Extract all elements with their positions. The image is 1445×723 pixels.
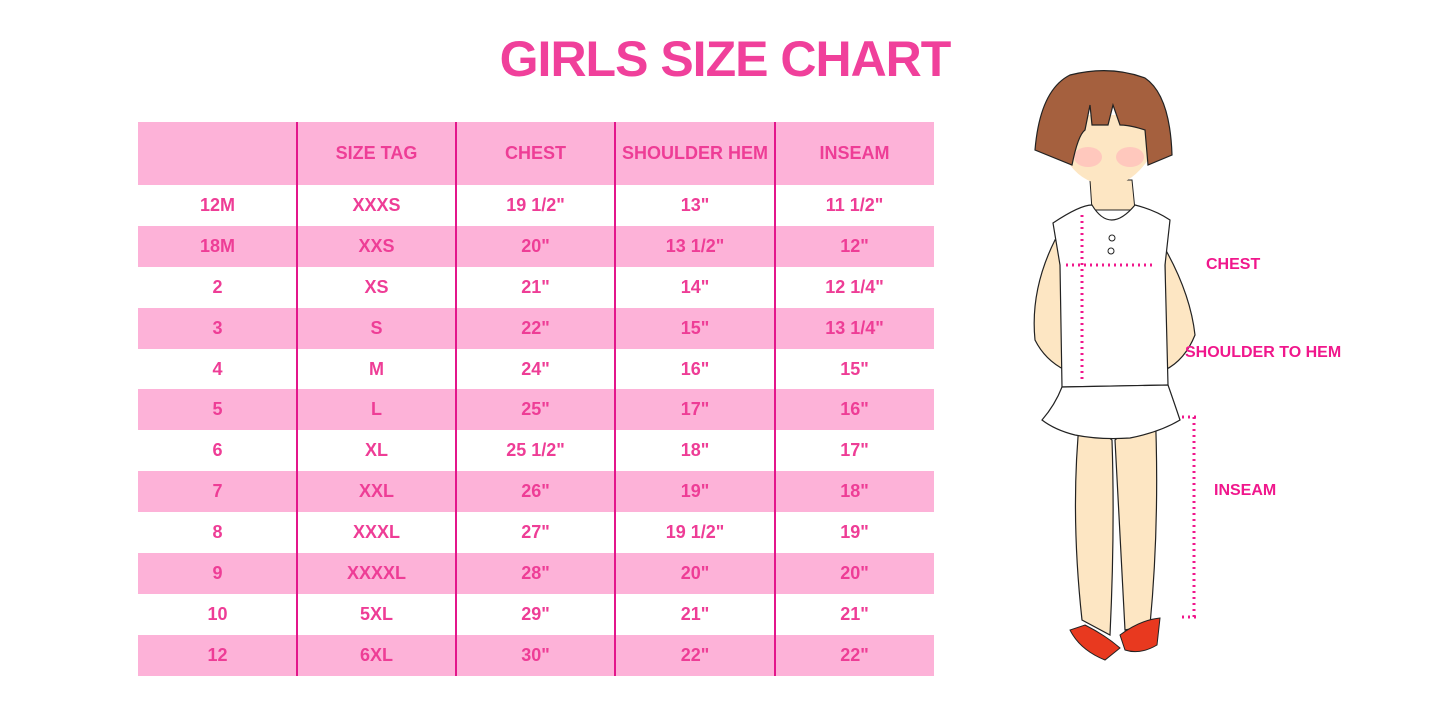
table-cell: 19 1/2" [665,522,725,543]
table-cell: 18" [680,440,710,461]
table-cell: 25" [521,399,550,420]
table-row: 4 M 24" 16" 15" [138,349,934,390]
table-cell: 13 1/2" [665,235,725,256]
table-row: 10 5XL 29" 21" 21" [138,594,934,635]
table-cell: 6 [212,440,223,461]
table-cell: XXL [358,481,394,502]
table-cell: 12 [207,644,228,665]
table-cell: 21" [680,603,710,624]
table-cell: 13" [680,194,710,215]
table-cell: 21" [521,276,550,297]
table-cell: 3 [212,317,223,338]
table-cell: 27" [521,522,550,543]
table-cell: 15" [840,358,869,379]
table-cell: 17" [680,399,710,420]
table-cell: 18" [840,481,869,502]
table-cell: 4 [212,358,223,379]
table-cell: 10 [207,603,228,624]
table-row: 6 XL 25 1/2" 18" 17" [138,430,934,471]
table-row: 12M XXXS 19 1/2" 13" 11 1/2" [138,185,934,226]
header-cell: SIZE TAG [335,143,418,163]
column-divider [774,122,776,676]
table-cell: 19 1/2" [506,194,565,215]
header-cell: CHEST [504,143,566,163]
table-row: 12 6XL 30" 22" 22" [138,634,934,676]
header-cell [138,122,297,185]
table-cell: 6XL [359,644,393,665]
chest-label: CHEST [1206,256,1261,273]
inseam-label: INSEAM [1214,482,1277,499]
table-row: 3 S 22" 15" 13 1/4" [138,307,934,349]
table-cell: 20" [521,235,550,256]
table-cell: 16" [680,358,710,379]
table-cell: 24" [521,358,550,379]
header-cell: SHOULDER HEM [621,143,768,163]
table-cell: 2 [212,276,223,297]
table-cell: 25 1/2" [506,440,565,461]
table-row: 18M XXS 20" 13 1/2" 12" [138,225,934,267]
shoulder-to-hem-label: SHOULDER TO HEM [1185,344,1342,361]
table-cell: 26" [521,481,550,502]
table-cell: 8 [212,522,223,543]
header-cell: INSEAM [819,143,890,163]
table-cell: 21" [840,603,869,624]
table-row: 2 XS 21" 14" 12 1/4" [138,267,934,308]
table-cell: 22" [840,644,869,665]
table-cell: 14" [680,276,710,297]
table-cell: 30" [521,644,550,665]
table-cell: 13 1/4" [825,317,884,338]
table-cell: 22" [521,317,550,338]
measurement-illustration: CHEST SHOULDER TO HEM INSEAM [1020,60,1380,680]
column-divider [455,122,457,676]
table-header-row: SIZE TAG CHEST SHOULDER HEM INSEAM [138,122,934,185]
table-cell: 17" [840,440,869,461]
table-row: 8 XXXL 27" 19 1/2" 19" [138,512,934,553]
table-cell: 18M [199,235,235,256]
table-cell: 19" [680,481,710,502]
table-cell: 19" [840,522,869,543]
table-cell: XL [364,440,388,461]
table-row: 7 XXL 26" 19" 18" [138,471,934,513]
table-cell: 22" [680,644,710,665]
column-divider [614,122,616,676]
table-cell: XXXL [352,522,400,543]
table-cell: 12M [199,194,235,215]
table-cell: 5XL [359,603,393,624]
table-cell: 12 1/4" [825,276,884,297]
table-cell: XXXXL [346,562,407,583]
table-cell: 20" [680,562,710,583]
table-cell: 12" [840,235,869,256]
table-cell: 9 [212,562,223,583]
table-cell: 11 1/2" [825,194,884,215]
table-cell: 15" [680,317,710,338]
column-divider [296,122,298,676]
girl-figure-icon [1033,70,1200,661]
table-cell: 16" [840,399,869,420]
table-cell: XS [364,276,389,297]
table-cell: 20" [840,562,869,583]
table-cell: S [370,317,383,338]
table-cell: XXXS [352,194,401,215]
table-cell: XXS [358,235,395,256]
size-table: SIZE TAG CHEST SHOULDER HEM INSEAM 12M XXXS 19… [138,122,934,676]
table-cell: M [369,358,384,379]
page-title: GIRLS SIZE CHART [499,31,952,87]
table-cell: 29" [521,603,550,624]
table-cell: 28" [521,562,550,583]
table-cell: 5 [212,399,223,420]
table-cell: L [371,399,382,420]
table-row: 9 XXXXL 28" 20" 20" [138,553,934,594]
table-row: 5 L 25" 17" 16" [138,389,934,431]
table-cell: 7 [212,481,223,502]
